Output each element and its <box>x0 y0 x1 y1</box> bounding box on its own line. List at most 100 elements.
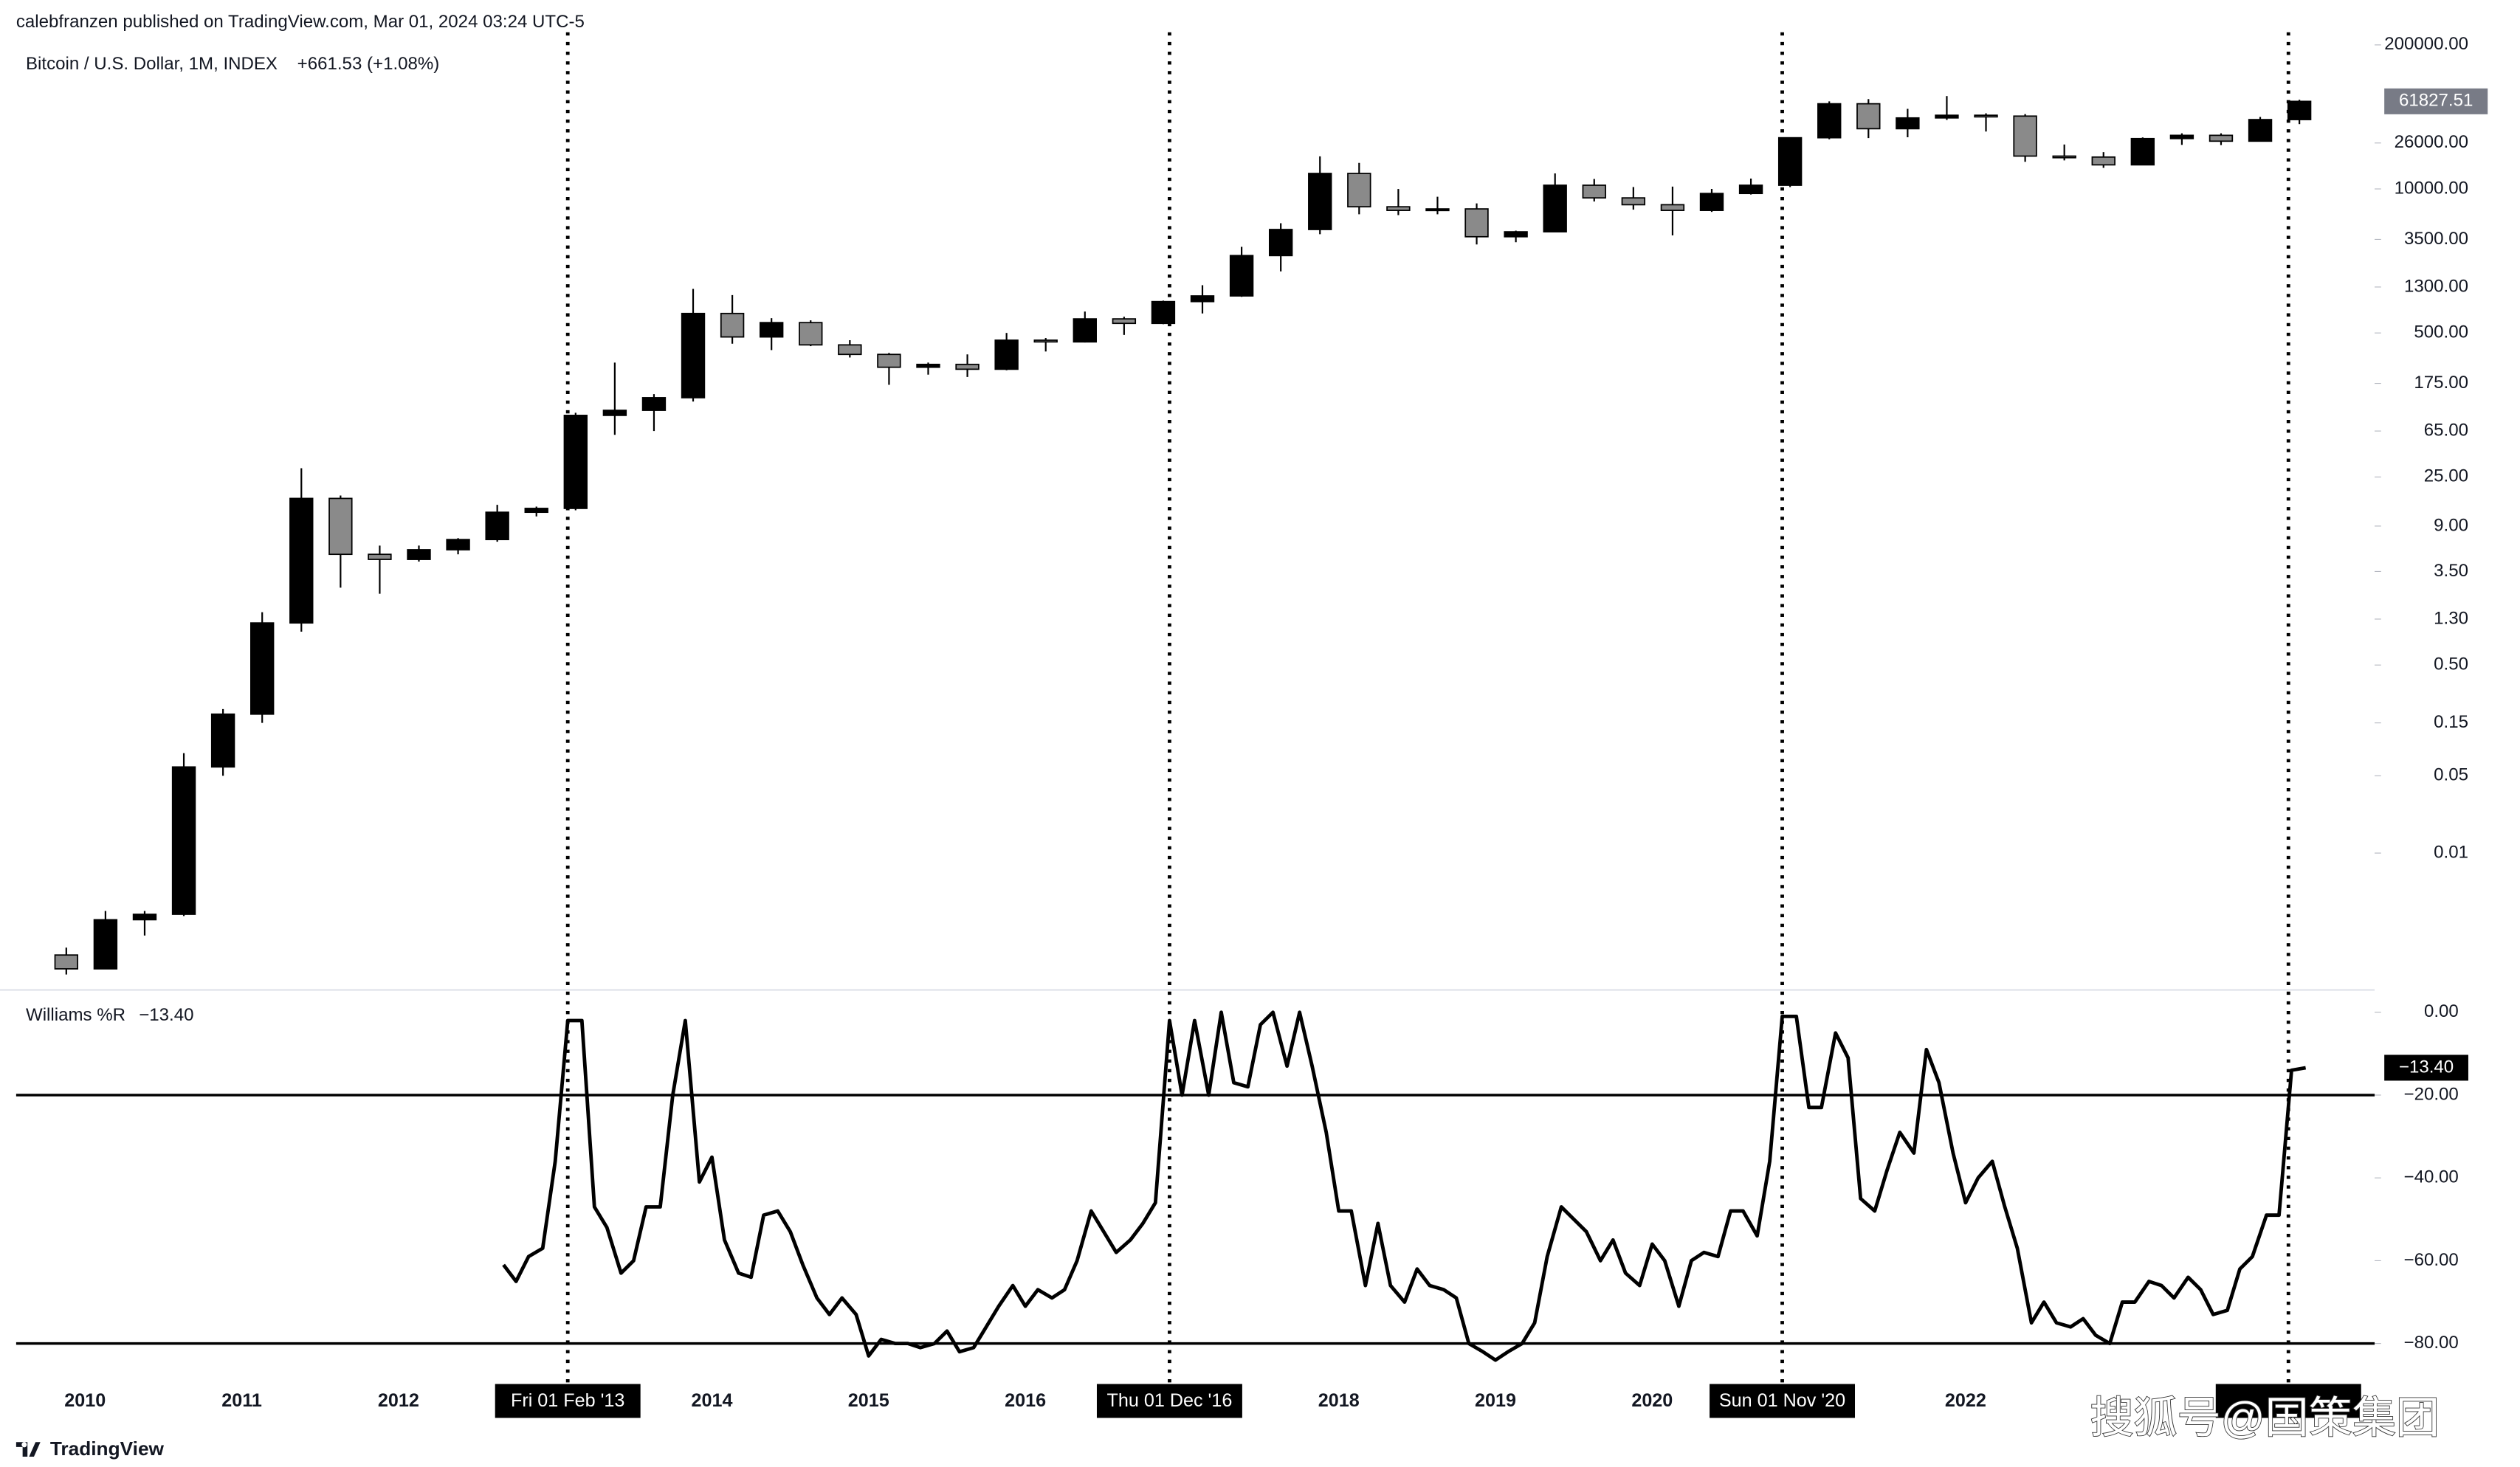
candle-body <box>1935 114 1959 119</box>
y-tick-label: 0.50 <box>2434 655 2468 674</box>
candle-body <box>1190 295 1215 303</box>
candle-body <box>368 553 392 560</box>
indicator-value: −13.40 <box>139 1005 193 1025</box>
x-tick-label: 2012 <box>378 1390 419 1411</box>
y-tick-label: 25.00 <box>2424 466 2468 486</box>
candle-body <box>1386 206 1411 211</box>
x-tick-label: 2019 <box>1475 1390 1516 1411</box>
candle-body <box>1543 184 1567 232</box>
candle-body <box>759 322 784 338</box>
y-tick-label: 500.00 <box>2414 322 2468 342</box>
symbol-legend: Bitcoin / U.S. Dollar, 1M, INDEX <box>26 54 278 74</box>
candle-body <box>1308 173 1332 230</box>
x-tick-label: 2015 <box>848 1390 889 1411</box>
candle-body <box>720 312 745 338</box>
candle-body <box>2130 137 2155 166</box>
y-tick-label: 0.01 <box>2434 842 2468 862</box>
candle-body <box>1621 197 1646 206</box>
candle-body <box>2209 134 2234 142</box>
publish-header: calebfranzen published on TradingView.co… <box>16 12 585 32</box>
candle-body <box>916 363 940 368</box>
indicator-line <box>502 1010 2307 1362</box>
candle-body <box>1112 318 1137 325</box>
candle-body <box>681 312 706 398</box>
candle-body <box>563 415 588 509</box>
event-label-box <box>1096 1384 1242 1418</box>
y-tick-label: 65.00 <box>2424 420 2468 440</box>
event-label: Sun 01 Nov '20 <box>1719 1390 1845 1411</box>
price-change: +661.53 (+1.08%) <box>297 54 440 74</box>
y-tick-label: 3.50 <box>2434 561 2468 581</box>
candle-body <box>1151 300 1176 325</box>
event-label-box <box>495 1384 641 1418</box>
y-tick-label: 175.00 <box>2414 373 2468 393</box>
event-label: Thu 01 Dec '16 <box>1107 1390 1233 1411</box>
candle-body <box>250 622 275 715</box>
candle-body <box>1073 318 1097 343</box>
candle-body <box>171 766 196 915</box>
current-value-box <box>2384 1054 2468 1081</box>
event-label: Fri 01 Feb '13 <box>511 1390 624 1411</box>
candle-body <box>2169 134 2194 139</box>
indicator-legend: Williams %R <box>26 1005 125 1025</box>
candle-body <box>446 539 470 550</box>
candle-body <box>1347 173 1371 208</box>
y-tick-label: −80.00 <box>2404 1333 2459 1353</box>
event-label-box <box>1710 1384 1856 1418</box>
current-value-label: −13.40 <box>2399 1057 2454 1077</box>
candle-body <box>799 322 823 346</box>
y-tick-label: −20.00 <box>2404 1084 2459 1104</box>
x-tick-label: 2020 <box>1631 1390 1673 1411</box>
candle-body <box>1699 193 1724 211</box>
y-tick-label: 0.05 <box>2434 765 2468 785</box>
y-tick-label: 1300.00 <box>2404 276 2468 296</box>
y-tick-label: 3500.00 <box>2404 229 2468 249</box>
candle-body <box>602 410 627 416</box>
candle-body <box>2091 156 2116 166</box>
y-tick-label: 26000.00 <box>2395 132 2468 152</box>
candle-body <box>328 497 353 556</box>
candle-body <box>1660 204 1685 211</box>
candle-body <box>1504 231 1528 238</box>
candle-body <box>955 363 980 370</box>
candle-body <box>641 397 667 411</box>
candle-body <box>289 497 314 624</box>
footer-brand: TradingView <box>50 1437 165 1460</box>
candle-body <box>210 713 235 768</box>
y-tick-label: 200000.00 <box>2384 34 2468 54</box>
candle-body <box>1464 208 1489 238</box>
candle-body <box>1896 117 1920 130</box>
candle-body <box>877 353 901 368</box>
candle-body <box>2052 155 2076 159</box>
candle-body <box>1974 114 1998 118</box>
candle-body <box>54 954 79 970</box>
candle-body <box>1817 103 1842 139</box>
candle-body <box>1229 255 1254 297</box>
last-price-box <box>2384 88 2488 114</box>
y-tick-label: 9.00 <box>2434 515 2468 535</box>
last-price-label: 61827.51 <box>2399 91 2473 111</box>
candle-body <box>1033 339 1058 343</box>
candle-body <box>2287 100 2312 120</box>
x-tick-label: 2016 <box>1005 1390 1046 1411</box>
x-tick-label: 2011 <box>221 1390 262 1411</box>
candle-body <box>1425 208 1450 212</box>
event-label-box <box>2215 1384 2361 1418</box>
y-tick-label: −60.00 <box>2404 1250 2459 1270</box>
y-tick-label: 10000.00 <box>2395 178 2468 198</box>
x-tick-label: 2010 <box>64 1390 106 1411</box>
candle-body <box>132 914 157 921</box>
candle-body <box>485 511 509 541</box>
candle-body <box>1738 184 1763 195</box>
x-tick-label: 2022 <box>1945 1390 1986 1411</box>
candle-body <box>2248 119 2273 142</box>
candle-body <box>407 549 431 560</box>
candle-body <box>1268 229 1293 257</box>
x-tick-label: 2018 <box>1318 1390 1360 1411</box>
y-tick-label: 0.00 <box>2424 1001 2459 1021</box>
candle-body <box>1856 103 1881 130</box>
candle-body <box>524 508 548 514</box>
